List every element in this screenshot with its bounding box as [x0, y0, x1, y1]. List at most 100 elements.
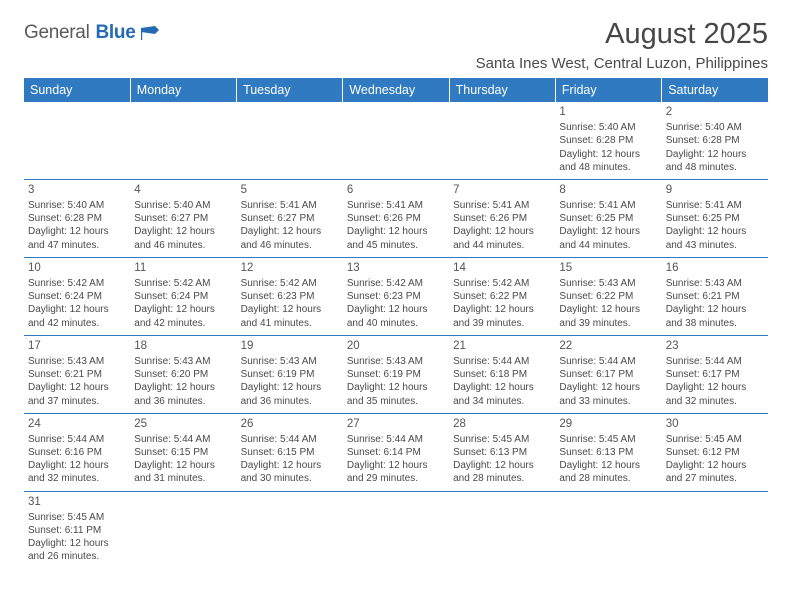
daylight-line: Daylight: 12 hours and 46 minutes. — [241, 225, 339, 251]
sunrise-line: Sunrise: 5:43 AM — [241, 355, 339, 368]
calendar-day-cell: 28Sunrise: 5:45 AMSunset: 6:13 PMDayligh… — [449, 413, 555, 491]
daylight-line: Daylight: 12 hours and 44 minutes. — [559, 225, 657, 251]
calendar-week-row: 3Sunrise: 5:40 AMSunset: 6:28 PMDaylight… — [24, 179, 768, 257]
sunset-line: Sunset: 6:24 PM — [134, 290, 232, 303]
daylight-line: Daylight: 12 hours and 35 minutes. — [347, 381, 445, 407]
daylight-line: Daylight: 12 hours and 32 minutes. — [28, 459, 126, 485]
sunset-line: Sunset: 6:13 PM — [453, 446, 551, 459]
sunrise-line: Sunrise: 5:41 AM — [241, 199, 339, 212]
sunrise-line: Sunrise: 5:44 AM — [28, 433, 126, 446]
calendar-day-cell: 20Sunrise: 5:43 AMSunset: 6:19 PMDayligh… — [343, 335, 449, 413]
calendar-day-cell: 15Sunrise: 5:43 AMSunset: 6:22 PMDayligh… — [555, 257, 661, 335]
sunrise-line: Sunrise: 5:41 AM — [666, 199, 764, 212]
day-number: 13 — [347, 261, 445, 276]
daylight-line: Daylight: 12 hours and 36 minutes. — [134, 381, 232, 407]
calendar-day-cell: 17Sunrise: 5:43 AMSunset: 6:21 PMDayligh… — [24, 335, 130, 413]
day-number: 21 — [453, 339, 551, 354]
calendar-body: 1Sunrise: 5:40 AMSunset: 6:28 PMDaylight… — [24, 102, 768, 569]
daylight-line: Daylight: 12 hours and 43 minutes. — [666, 225, 764, 251]
day-number: 20 — [347, 339, 445, 354]
calendar-day-cell: 11Sunrise: 5:42 AMSunset: 6:24 PMDayligh… — [130, 257, 236, 335]
daylight-line: Daylight: 12 hours and 33 minutes. — [559, 381, 657, 407]
daylight-line: Daylight: 12 hours and 47 minutes. — [28, 225, 126, 251]
calendar-week-row: 24Sunrise: 5:44 AMSunset: 6:16 PMDayligh… — [24, 413, 768, 491]
sunrise-line: Sunrise: 5:43 AM — [559, 277, 657, 290]
calendar-empty-cell — [343, 491, 449, 568]
day-number: 28 — [453, 417, 551, 432]
sunrise-line: Sunrise: 5:45 AM — [559, 433, 657, 446]
calendar-day-cell: 21Sunrise: 5:44 AMSunset: 6:18 PMDayligh… — [449, 335, 555, 413]
sunset-line: Sunset: 6:28 PM — [666, 134, 764, 147]
daylight-line: Daylight: 12 hours and 41 minutes. — [241, 303, 339, 329]
day-number: 1 — [559, 105, 657, 120]
calendar-day-cell: 22Sunrise: 5:44 AMSunset: 6:17 PMDayligh… — [555, 335, 661, 413]
sunset-line: Sunset: 6:21 PM — [28, 368, 126, 381]
daylight-line: Daylight: 12 hours and 48 minutes. — [559, 148, 657, 174]
sunrise-line: Sunrise: 5:41 AM — [453, 199, 551, 212]
day-number: 18 — [134, 339, 232, 354]
logo-flag-icon — [141, 26, 159, 40]
calendar-empty-cell — [555, 491, 661, 568]
day-number: 29 — [559, 417, 657, 432]
logo-text-general: General — [24, 22, 90, 44]
day-number: 9 — [666, 183, 764, 198]
sunset-line: Sunset: 6:15 PM — [134, 446, 232, 459]
calendar-day-cell: 26Sunrise: 5:44 AMSunset: 6:15 PMDayligh… — [237, 413, 343, 491]
day-number: 23 — [666, 339, 764, 354]
sunset-line: Sunset: 6:24 PM — [28, 290, 126, 303]
day-number: 14 — [453, 261, 551, 276]
day-number: 27 — [347, 417, 445, 432]
day-number: 10 — [28, 261, 126, 276]
title-block: August 2025 Santa Ines West, Central Luz… — [476, 18, 768, 72]
daylight-line: Daylight: 12 hours and 39 minutes. — [453, 303, 551, 329]
daylight-line: Daylight: 12 hours and 48 minutes. — [666, 148, 764, 174]
day-number: 3 — [28, 183, 126, 198]
daylight-line: Daylight: 12 hours and 34 minutes. — [453, 381, 551, 407]
sunset-line: Sunset: 6:23 PM — [347, 290, 445, 303]
sunset-line: Sunset: 6:15 PM — [241, 446, 339, 459]
calendar-day-cell: 30Sunrise: 5:45 AMSunset: 6:12 PMDayligh… — [662, 413, 768, 491]
calendar-day-cell: 18Sunrise: 5:43 AMSunset: 6:20 PMDayligh… — [130, 335, 236, 413]
weekday-header: Friday — [555, 78, 661, 102]
sunset-line: Sunset: 6:22 PM — [453, 290, 551, 303]
day-number: 12 — [241, 261, 339, 276]
logo: GeneralBlue — [24, 22, 159, 44]
sunset-line: Sunset: 6:25 PM — [666, 212, 764, 225]
calendar-day-cell: 3Sunrise: 5:40 AMSunset: 6:28 PMDaylight… — [24, 179, 130, 257]
calendar-empty-cell — [237, 102, 343, 179]
sunrise-line: Sunrise: 5:45 AM — [28, 511, 126, 524]
sunrise-line: Sunrise: 5:45 AM — [666, 433, 764, 446]
day-number: 22 — [559, 339, 657, 354]
calendar-day-cell: 24Sunrise: 5:44 AMSunset: 6:16 PMDayligh… — [24, 413, 130, 491]
calendar-day-cell: 19Sunrise: 5:43 AMSunset: 6:19 PMDayligh… — [237, 335, 343, 413]
calendar-empty-cell — [24, 102, 130, 179]
sunrise-line: Sunrise: 5:42 AM — [28, 277, 126, 290]
weekday-header: Saturday — [662, 78, 768, 102]
daylight-line: Daylight: 12 hours and 42 minutes. — [134, 303, 232, 329]
calendar-day-cell: 2Sunrise: 5:40 AMSunset: 6:28 PMDaylight… — [662, 102, 768, 179]
calendar-day-cell: 5Sunrise: 5:41 AMSunset: 6:27 PMDaylight… — [237, 179, 343, 257]
daylight-line: Daylight: 12 hours and 29 minutes. — [347, 459, 445, 485]
sunset-line: Sunset: 6:20 PM — [134, 368, 232, 381]
day-number: 26 — [241, 417, 339, 432]
calendar-empty-cell — [449, 102, 555, 179]
sunrise-line: Sunrise: 5:44 AM — [559, 355, 657, 368]
day-number: 2 — [666, 105, 764, 120]
day-number: 19 — [241, 339, 339, 354]
sunrise-line: Sunrise: 5:43 AM — [134, 355, 232, 368]
sunset-line: Sunset: 6:28 PM — [28, 212, 126, 225]
sunset-line: Sunset: 6:17 PM — [559, 368, 657, 381]
calendar-empty-cell — [662, 491, 768, 568]
daylight-line: Daylight: 12 hours and 39 minutes. — [559, 303, 657, 329]
calendar-day-cell: 7Sunrise: 5:41 AMSunset: 6:26 PMDaylight… — [449, 179, 555, 257]
calendar-day-cell: 12Sunrise: 5:42 AMSunset: 6:23 PMDayligh… — [237, 257, 343, 335]
sunset-line: Sunset: 6:16 PM — [28, 446, 126, 459]
day-number: 8 — [559, 183, 657, 198]
daylight-line: Daylight: 12 hours and 45 minutes. — [347, 225, 445, 251]
sunrise-line: Sunrise: 5:45 AM — [453, 433, 551, 446]
sunrise-line: Sunrise: 5:40 AM — [559, 121, 657, 134]
day-number: 31 — [28, 495, 126, 510]
day-number: 15 — [559, 261, 657, 276]
sunrise-line: Sunrise: 5:40 AM — [666, 121, 764, 134]
sunrise-line: Sunrise: 5:44 AM — [666, 355, 764, 368]
